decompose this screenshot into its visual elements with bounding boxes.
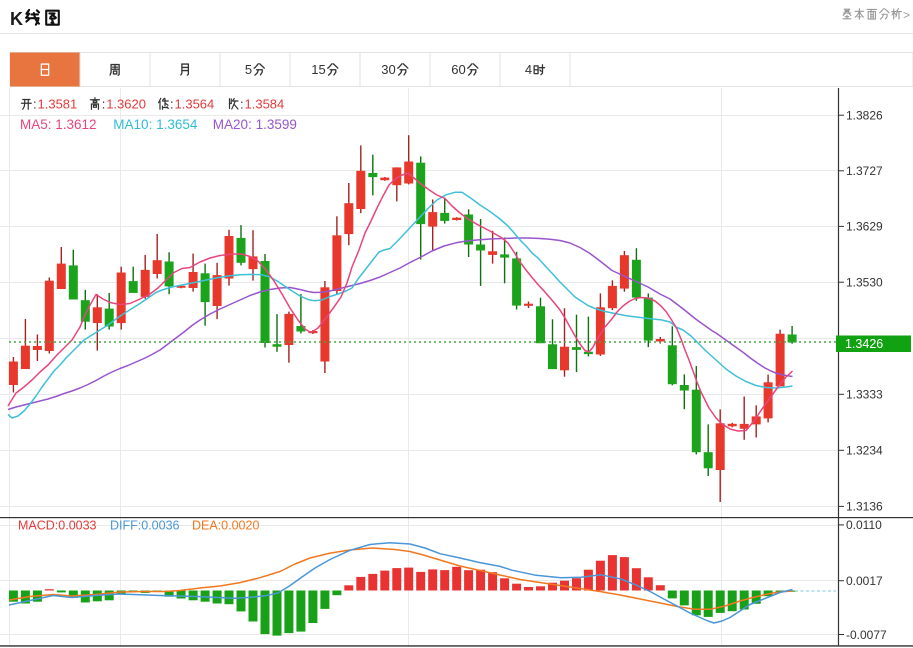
svg-text:1.3426: 1.3426 [845,337,883,351]
svg-text:1.3826: 1.3826 [846,109,883,123]
svg-text:1.3620: 1.3620 [106,97,146,112]
svg-text:30: 30 [381,62,395,77]
svg-text:1.3727: 1.3727 [846,164,883,178]
svg-text:>: > [903,8,910,22]
svg-text::: : [240,97,244,112]
svg-text:4: 4 [525,62,532,77]
svg-text:MA20: 1.3599: MA20: 1.3599 [213,117,297,132]
svg-text:MACD:0.0033: MACD:0.0033 [18,519,97,533]
svg-text:-0.0077: -0.0077 [846,628,887,642]
svg-text:K: K [10,9,23,29]
svg-text:1.3136: 1.3136 [846,500,883,514]
svg-text:MA5: 1.3612: MA5: 1.3612 [20,117,97,132]
svg-text:DEA:0.0020: DEA:0.0020 [192,519,259,533]
svg-text::: : [33,97,37,112]
svg-text:1.3581: 1.3581 [38,97,78,112]
svg-text:1.3234: 1.3234 [846,444,883,458]
svg-text:1.3333: 1.3333 [846,388,883,402]
svg-text::: : [102,97,106,112]
svg-text:1.3530: 1.3530 [846,276,883,290]
svg-text:1.3564: 1.3564 [175,97,215,112]
svg-text:1.3629: 1.3629 [846,220,883,234]
svg-text::: : [170,97,174,112]
svg-text:60: 60 [451,62,465,77]
svg-text:0.0110: 0.0110 [846,518,882,532]
svg-text:1.3584: 1.3584 [245,97,285,112]
svg-text:DIFF:0.0036: DIFF:0.0036 [110,519,180,533]
svg-text:MA10: 1.3654: MA10: 1.3654 [113,117,198,132]
svg-text:0.0017: 0.0017 [846,574,883,588]
svg-text:15: 15 [311,62,325,77]
svg-text:5: 5 [245,62,252,77]
